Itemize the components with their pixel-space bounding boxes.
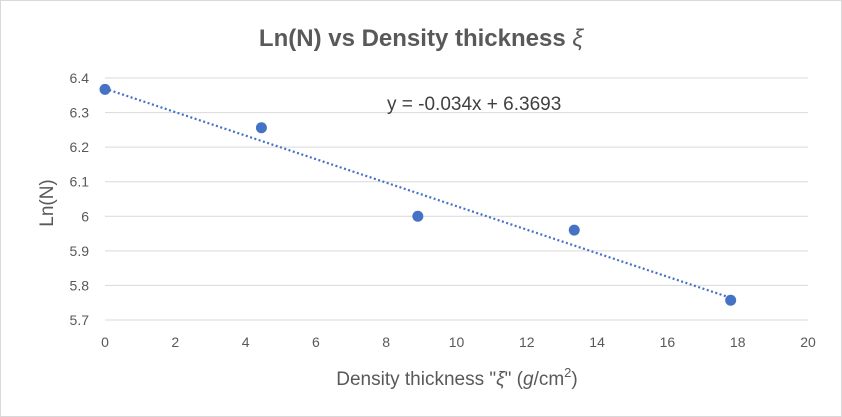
x-tick-label: 20: [800, 334, 816, 350]
x-tick-label: 18: [730, 334, 746, 350]
trendline-group: [104, 87, 732, 299]
trendline: [104, 87, 732, 299]
x-tick-label: 2: [171, 334, 179, 350]
data-points: [99, 83, 737, 306]
y-tick-label: 5.8: [70, 277, 90, 293]
y-tick-label: 6: [81, 208, 89, 224]
y-tick-label: 6.3: [70, 105, 90, 121]
x-tick-label: 4: [242, 334, 250, 350]
data-point: [568, 224, 580, 236]
data-point: [99, 83, 111, 95]
data-point: [412, 210, 424, 222]
y-tick-label: 6.2: [70, 139, 90, 155]
trendline-equation: y = -0.034x + 6.3693: [387, 94, 561, 115]
y-tick-label: 6.1: [70, 174, 90, 190]
y-tick-label: 5.9: [70, 243, 90, 259]
x-tick-label: 6: [312, 334, 320, 350]
y-tick-label: 5.7: [70, 312, 90, 328]
y-tick-label: 6.4: [70, 70, 90, 86]
x-axis-label: Density thickness "ξ" (g/cm2): [336, 365, 577, 390]
x-tick-label: 10: [449, 334, 465, 350]
chart-title: Ln(N) vs Density thickness ξ: [259, 25, 584, 52]
x-tick-labels: 0 2 4 6 8 10 12 14 16 18 20: [101, 334, 816, 350]
x-tick-label: 8: [382, 334, 390, 350]
x-tick-label: 16: [660, 334, 676, 350]
x-tick-label: 0: [101, 334, 109, 350]
x-tick-label: 14: [589, 334, 605, 350]
y-tick-labels: 5.7 5.8 5.9 6 6.1 6.2 6.3 6.4: [70, 70, 90, 328]
y-axis-label: Ln(N): [37, 179, 58, 227]
x-tick-label: 12: [519, 334, 535, 350]
data-point: [255, 122, 267, 134]
data-point: [725, 294, 737, 306]
